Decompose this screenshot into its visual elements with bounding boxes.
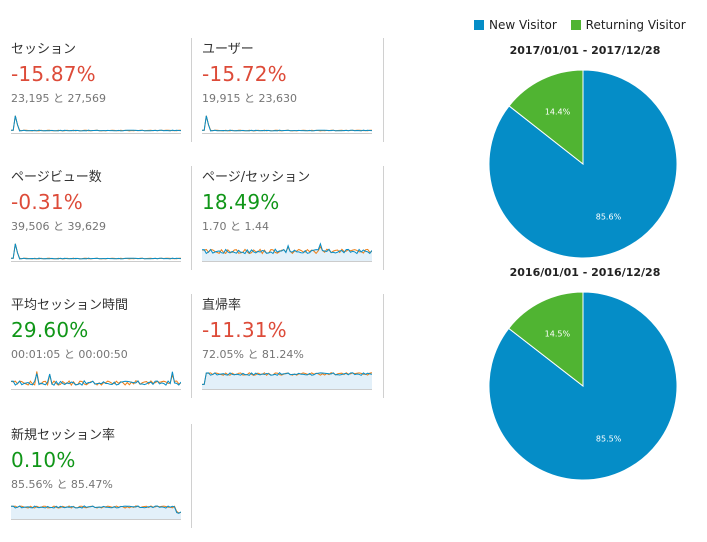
sparkline-current-line bbox=[202, 242, 372, 255]
pie-chart-2016: 85.5% 14.5% bbox=[488, 291, 678, 481]
sparkline-area bbox=[202, 243, 372, 262]
metric-change: 18.49% bbox=[202, 190, 280, 214]
metric-divider bbox=[191, 166, 192, 270]
sparkline-previous-line bbox=[11, 243, 181, 260]
metric-pageviews[interactable]: ページビュー数 -0.31% 39,506 と 39,629 bbox=[11, 166, 181, 262]
sparkline-current-line bbox=[11, 371, 181, 386]
sparkline bbox=[202, 115, 372, 134]
metric-name: 新規セッション率 bbox=[11, 428, 116, 443]
metric-change: -0.31% bbox=[11, 190, 83, 214]
pie-slice-returning-visitor[interactable] bbox=[508, 291, 584, 388]
legend-label-returning: Returning Visitor bbox=[585, 18, 686, 32]
pie-title-2017: 2017/01/01 - 2017/12/28 bbox=[509, 44, 661, 57]
sparkline bbox=[11, 243, 181, 262]
metric-users[interactable]: ユーザー -15.72% 19,915 と 23,630 bbox=[202, 38, 372, 134]
metric-compare: 23,195 と 27,569 bbox=[11, 92, 106, 105]
metric-change: -15.72% bbox=[202, 62, 287, 86]
pie-chart-2017: 85.6% 14.4% bbox=[488, 69, 678, 259]
sparkline-previous-line bbox=[202, 115, 372, 132]
sparkline-previous-line bbox=[11, 115, 181, 132]
sparkline bbox=[11, 115, 181, 134]
metric-divider bbox=[191, 424, 192, 528]
legend-item-new-visitor[interactable]: New Visitor bbox=[474, 18, 557, 32]
pie-slice-label: 14.4% bbox=[545, 108, 571, 117]
metric-avg-session-duration[interactable]: 平均セッション時間 29.60% 00:01:05 と 00:00:50 bbox=[11, 294, 181, 390]
sparkline-area bbox=[11, 505, 181, 520]
metric-divider bbox=[191, 294, 192, 398]
sparkline-current-line bbox=[11, 115, 181, 132]
metric-divider bbox=[383, 38, 384, 142]
metric-new-session-rate[interactable]: 新規セッション率 0.10% 85.56% と 85.47% bbox=[11, 424, 181, 520]
legend-swatch-returning bbox=[570, 20, 581, 30]
sparkline-current-line bbox=[202, 115, 372, 132]
pie-slice-label: 14.5% bbox=[545, 330, 571, 339]
metric-name: ページ/セッション bbox=[202, 170, 311, 185]
metric-divider bbox=[191, 38, 192, 142]
pie-slice-returning-visitor[interactable] bbox=[508, 69, 584, 166]
metric-name: ページビュー数 bbox=[11, 170, 102, 185]
metric-divider bbox=[383, 166, 384, 270]
sparkline bbox=[202, 242, 372, 262]
metric-divider bbox=[383, 294, 384, 398]
metric-change: -15.87% bbox=[11, 62, 96, 86]
metric-name: ユーザー bbox=[202, 42, 254, 57]
sparkline-current-line bbox=[202, 372, 372, 385]
legend-swatch-new bbox=[474, 20, 484, 30]
sparkline-current-line bbox=[11, 505, 181, 514]
metric-compare: 72.05% と 81.24% bbox=[202, 348, 304, 361]
metric-change: 0.10% bbox=[11, 448, 76, 472]
metric-name: 直帰率 bbox=[202, 298, 242, 313]
metric-sessions[interactable]: セッション -15.87% 23,195 と 27,569 bbox=[11, 38, 181, 134]
sparkline-area bbox=[202, 372, 372, 390]
metric-compare: 19,915 と 23,630 bbox=[202, 92, 297, 105]
metric-change: 29.60% bbox=[11, 318, 89, 342]
sparkline-current-line bbox=[11, 243, 181, 260]
metric-name: セッション bbox=[11, 42, 77, 57]
metric-pages-per-session[interactable]: ページ/セッション 18.49% 1.70 と 1.44 bbox=[202, 166, 372, 262]
metric-compare: 1.70 と 1.44 bbox=[202, 220, 269, 233]
metric-compare: 39,506 と 39,629 bbox=[11, 220, 106, 233]
sparkline bbox=[202, 372, 372, 390]
legend-label-new: New Visitor bbox=[489, 18, 557, 32]
pie-slice-label: 85.5% bbox=[596, 434, 622, 443]
metric-name: 平均セッション時間 bbox=[11, 298, 129, 313]
metric-compare: 85.56% と 85.47% bbox=[11, 478, 113, 491]
pie-legend: New Visitor Returning Visitor bbox=[474, 18, 696, 32]
metric-change: -11.31% bbox=[202, 318, 287, 342]
pie-title-2016: 2016/01/01 - 2016/12/28 bbox=[509, 266, 661, 279]
metric-compare: 00:01:05 と 00:00:50 bbox=[11, 348, 128, 361]
pie-slice-label: 85.6% bbox=[596, 212, 622, 221]
metric-bounce-rate[interactable]: 直帰率 -11.31% 72.05% と 81.24% bbox=[202, 294, 372, 390]
sparkline bbox=[11, 505, 181, 520]
legend-item-returning-visitor[interactable]: Returning Visitor bbox=[570, 18, 686, 32]
sparkline bbox=[11, 371, 181, 390]
